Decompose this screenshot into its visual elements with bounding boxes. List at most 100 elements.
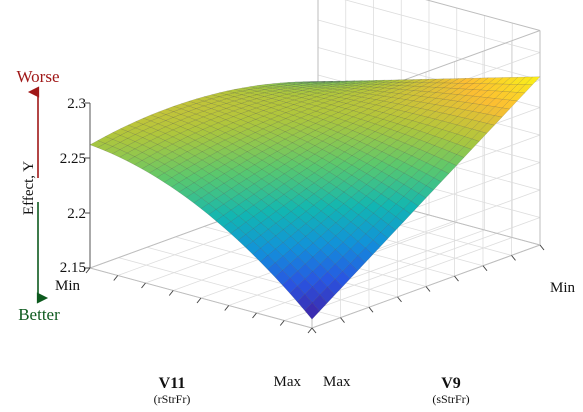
x-tick xyxy=(196,297,202,304)
surface-patch xyxy=(353,89,370,94)
surface-patch xyxy=(368,90,385,96)
surface-patch xyxy=(479,123,495,134)
z-axis-label: Effect, Y xyxy=(21,161,37,215)
surface-patch xyxy=(472,89,489,98)
surface-patch xyxy=(279,82,296,84)
grid-line xyxy=(344,0,541,53)
surface-patch xyxy=(216,155,233,165)
surface-patch xyxy=(156,172,172,183)
surface-patch xyxy=(464,128,480,140)
grid-line xyxy=(256,229,485,314)
surface-patch xyxy=(249,85,265,89)
better-label: Better xyxy=(18,305,60,324)
surface-patch xyxy=(264,83,280,86)
surface-patch xyxy=(420,91,437,98)
surface-patch xyxy=(335,215,352,230)
surface-patch xyxy=(353,92,370,98)
y-tick xyxy=(539,244,545,251)
surface-patch xyxy=(287,84,303,87)
surface-patch xyxy=(210,105,227,112)
surface-patch xyxy=(405,90,422,96)
surface-patch xyxy=(216,183,232,194)
y-tick xyxy=(511,255,516,261)
surface-patch xyxy=(389,123,406,132)
surface-patch xyxy=(284,142,301,152)
surface-patch xyxy=(195,105,212,112)
surface-patch xyxy=(216,173,232,184)
x-tick xyxy=(113,275,119,281)
z-tick-label: 2.15 xyxy=(60,260,86,276)
surface-patch xyxy=(246,183,262,195)
surface-patch xyxy=(89,140,106,148)
surface-patch xyxy=(255,110,272,117)
surface-patch xyxy=(346,88,362,93)
surface-patch xyxy=(338,90,355,95)
surface-patch xyxy=(171,163,188,174)
grid-line xyxy=(317,19,541,81)
surface-patch xyxy=(240,110,257,117)
surface-patch xyxy=(389,131,406,141)
surface-patch xyxy=(209,151,225,161)
y-axis-max-label: Max xyxy=(323,374,351,390)
surface-patch xyxy=(247,125,264,133)
x-tick xyxy=(85,267,91,274)
surface-patch xyxy=(301,86,318,89)
surface-patch xyxy=(245,193,262,206)
surface-patch xyxy=(127,127,144,135)
surface-patch xyxy=(294,85,310,88)
surface-patch xyxy=(361,90,377,95)
surface-patch xyxy=(299,134,316,143)
surface-patch xyxy=(420,86,437,92)
surface-patch xyxy=(195,116,212,124)
surface-patch xyxy=(305,216,322,231)
surface-patch xyxy=(173,103,190,109)
surface-patch xyxy=(487,98,503,107)
surface-patch xyxy=(193,197,209,209)
surface-patch xyxy=(304,302,320,320)
surface-patch xyxy=(224,129,241,137)
surface-patch xyxy=(218,103,235,109)
y-axis-sub: (sStrFr) xyxy=(432,392,469,406)
surface-patch xyxy=(412,122,428,132)
surface-patch xyxy=(180,101,197,107)
surface-patch xyxy=(246,173,262,185)
surface-patch xyxy=(194,129,211,137)
x-tick xyxy=(224,305,230,311)
surface-patch xyxy=(337,127,353,136)
surface-patch xyxy=(279,85,295,89)
surface-patch xyxy=(208,198,224,210)
surface-patch xyxy=(368,87,385,92)
surface-patch xyxy=(487,90,504,99)
surface-patch xyxy=(357,247,374,263)
surface-patch xyxy=(156,155,173,165)
surface-patch xyxy=(262,125,279,133)
surface-patch xyxy=(187,126,204,134)
surface-patch xyxy=(186,172,202,183)
surface-patch xyxy=(263,98,280,104)
surface-patch xyxy=(259,255,276,270)
y-tick xyxy=(311,327,317,334)
surface-patch xyxy=(376,87,392,92)
x-tick xyxy=(168,290,174,296)
surface-patch xyxy=(240,105,257,111)
surface-patch xyxy=(324,86,340,90)
surface-patch xyxy=(464,119,480,130)
surface-patch xyxy=(180,116,197,124)
surface-patch xyxy=(135,118,152,125)
surface-patch xyxy=(479,97,496,106)
worse-label: Worse xyxy=(16,67,59,86)
x-axis-sub: (rStrFr) xyxy=(154,392,191,406)
surface-patch xyxy=(150,111,167,118)
surface-patch xyxy=(195,100,212,107)
surface-patch xyxy=(240,116,257,123)
surface-patch xyxy=(404,145,420,157)
surface-patch xyxy=(367,94,385,100)
surface-patch xyxy=(322,136,338,145)
surface-patch xyxy=(180,111,197,118)
surface-patch xyxy=(381,154,398,166)
surface-patch xyxy=(339,85,355,88)
surface-patch xyxy=(472,104,488,113)
surface-patch xyxy=(215,203,232,216)
surface-patch xyxy=(435,93,452,100)
surface-patch xyxy=(330,106,347,113)
